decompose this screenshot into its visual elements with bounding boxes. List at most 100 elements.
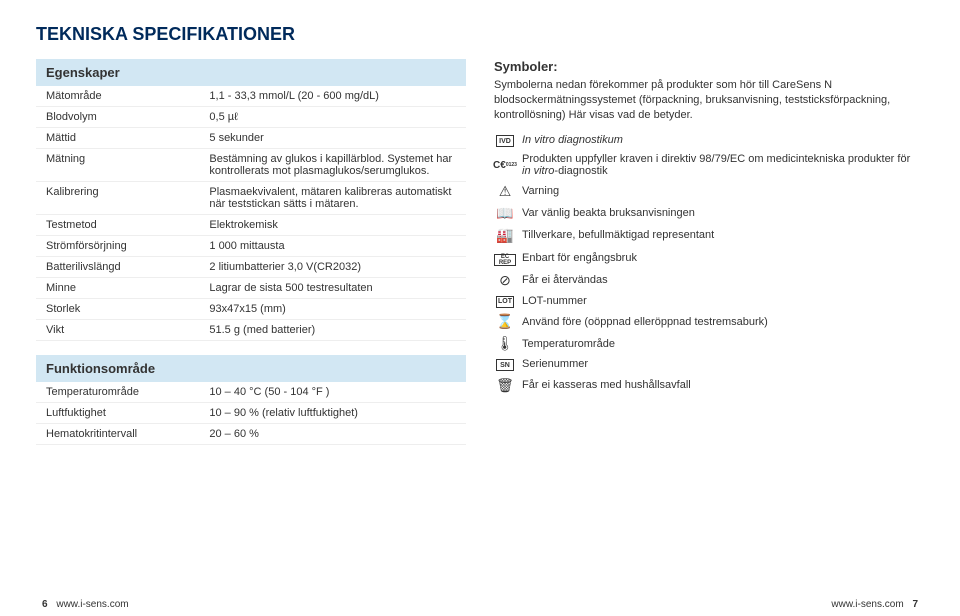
symbol-icon-cell: IVD <box>494 131 522 151</box>
symbol-icon-cell: 📖 <box>494 202 522 224</box>
table-row: SN Serienummer <box>494 355 924 375</box>
table-row: MinneLagrar de sista 500 testresultaten <box>36 278 466 299</box>
symbol-text: In vitro diagnostikum <box>522 131 924 151</box>
symbol-text: Produkten uppfyller kraven i direktiv 98… <box>522 150 924 180</box>
symbol-icon-cell: ⊘ <box>494 269 522 291</box>
spec-value: Elektrokemisk <box>199 215 466 236</box>
footer: 6 www.i-sens.com www.i-sens.com 7 <box>0 593 960 616</box>
spec-key: Temperaturområde <box>36 382 199 403</box>
page: TEKNISKA SPECIFIKATIONER Egenskaper Mäto… <box>0 0 960 616</box>
right-column: Symboler: Symbolerna nedan förekommer på… <box>494 59 924 604</box>
spec-key: Blodvolym <box>36 107 199 128</box>
spec-value: 1 000 mittausta <box>199 236 466 257</box>
symbol-icon-cell: C€0123 <box>494 150 522 180</box>
table-symbols: IVD In vitro diagnostikum C€0123 Produkten … <box>494 131 924 397</box>
spec-key: Luftfuktighet <box>36 403 199 424</box>
spec-key: Hematokritintervall <box>36 424 199 445</box>
page-title: TEKNISKA SPECIFIKATIONER <box>36 24 924 45</box>
symbol-text: LOT-nummer <box>522 291 924 311</box>
symbol-text: Använd före (oöppnad elleröppnad testrem… <box>522 311 924 333</box>
spec-value: Bestämning av glukos i kapillärblod. Sys… <box>199 149 466 182</box>
section-egenskaper-label: Egenskaper <box>36 59 466 86</box>
footer-left-page: 6 <box>42 599 48 610</box>
footer-right-page: 7 <box>912 599 918 610</box>
spec-value: 51.5 g (med batterier) <box>199 320 466 341</box>
ec-rep-icon: EC REP <box>494 254 516 266</box>
footer-left: 6 www.i-sens.com <box>36 599 129 610</box>
table-row: Strömförsörjning1 000 mittausta <box>36 236 466 257</box>
table-row: Mättid5 sekunder <box>36 128 466 149</box>
sn-icon: SN <box>496 359 514 371</box>
spec-key: Mättid <box>36 128 199 149</box>
symbol-icon-cell: ⌛ <box>494 311 522 333</box>
mfr-icon: 🏭 <box>496 227 514 243</box>
table-row: LOT LOT-nummer <box>494 291 924 311</box>
table-row: Blodvolym0,5 µℓ <box>36 107 466 128</box>
spec-value: Plasmaekvivalent, mätaren kalibreras aut… <box>199 182 466 215</box>
symbol-icon-cell: 🏭 <box>494 224 522 246</box>
table-row: TestmetodElektrokemisk <box>36 215 466 236</box>
table-row: C€0123 Produkten uppfyller kraven i direk… <box>494 150 924 180</box>
spec-value: 20 – 60 % <box>199 424 466 445</box>
ivd-icon: IVD <box>496 135 514 147</box>
left-column: Egenskaper Mätområde1,1 - 33,3 mmol/L (2… <box>36 59 466 604</box>
symbol-icon-cell: EC REP <box>494 246 522 269</box>
table-funktion: Temperaturområde10 – 40 °C (50 - 104 °F … <box>36 382 466 445</box>
symbol-icon-cell: 🌡 <box>494 333 522 355</box>
spec-key: Minne <box>36 278 199 299</box>
spec-value: 93x47x15 (mm) <box>199 299 466 320</box>
temp-icon: 🌡 <box>496 336 514 352</box>
table-row: Mätområde1,1 - 33,3 mmol/L (20 - 600 mg/… <box>36 86 466 107</box>
warn-icon: ⚠ <box>496 183 514 199</box>
spec-key: Vikt <box>36 320 199 341</box>
table-row: 📖 Var vänlig beakta bruksanvisningen <box>494 202 924 224</box>
nowaste-icon: 🗑 <box>496 377 514 393</box>
spec-value: 2 litiumbatterier 3,0 V(CR2032) <box>199 257 466 278</box>
symbol-icon-cell: SN <box>494 355 522 375</box>
table-row: Luftfuktighet10 – 90 % (relativ luftfukt… <box>36 403 466 424</box>
spec-key: Testmetod <box>36 215 199 236</box>
table-row: EC REP Enbart för engångsbruk <box>494 246 924 269</box>
table-row: Storlek93x47x15 (mm) <box>36 299 466 320</box>
table-row: ⊘Får ei återvändas <box>494 269 924 291</box>
footer-right-url: www.i-sens.com <box>831 599 903 610</box>
table-egenskaper: Mätområde1,1 - 33,3 mmol/L (20 - 600 mg/… <box>36 86 466 341</box>
symbol-text: Får ei kasseras med hushållsavfall <box>522 374 924 396</box>
lot-icon: LOT <box>496 296 514 308</box>
spec-value: 10 – 90 % (relativ luftfuktighet) <box>199 403 466 424</box>
table-row: IVD In vitro diagnostikum <box>494 131 924 151</box>
table-row: Batterilivslängd2 litiumbatterier 3,0 V(… <box>36 257 466 278</box>
symbol-icon-cell: LOT <box>494 291 522 311</box>
symbol-icon-cell: ⚠ <box>494 180 522 202</box>
spec-value: 5 sekunder <box>199 128 466 149</box>
symbol-text: Enbart för engångsbruk <box>522 246 924 269</box>
symbol-text: Var vänlig beakta bruksanvisningen <box>522 202 924 224</box>
symbol-text: Serienummer <box>522 355 924 375</box>
section-funktion-label: Funktionsområde <box>36 355 466 382</box>
table-row: Hematokritintervall20 – 60 % <box>36 424 466 445</box>
content: Egenskaper Mätområde1,1 - 33,3 mmol/L (2… <box>36 59 924 604</box>
spec-key: Strömförsörjning <box>36 236 199 257</box>
symbols-title: Symboler: <box>494 59 924 74</box>
useby-icon: ⌛ <box>496 314 514 330</box>
ifu-icon: 📖 <box>496 205 514 221</box>
table-row: 🗑 Får ei kasseras med hushållsavfall <box>494 374 924 396</box>
symbol-text: Varning <box>522 180 924 202</box>
spec-key: Batterilivslängd <box>36 257 199 278</box>
table-row: Vikt51.5 g (med batterier) <box>36 320 466 341</box>
table-row: Temperaturområde10 – 40 °C (50 - 104 °F … <box>36 382 466 403</box>
spec-key: Mätområde <box>36 86 199 107</box>
symbol-text: Får ei återvändas <box>522 269 924 291</box>
ce-mark-icon: C€0123 <box>496 157 514 173</box>
table-row: KalibreringPlasmaekvivalent, mätaren kal… <box>36 182 466 215</box>
spec-key: Mätning <box>36 149 199 182</box>
table-row: ⌛ Använd före (oöppnad elleröppnad testre… <box>494 311 924 333</box>
symbol-text: Tillverkare, befullmäktigad representant <box>522 224 924 246</box>
table-row: 🏭 Tillverkare, befullmäktigad representan… <box>494 224 924 246</box>
footer-right: www.i-sens.com 7 <box>831 599 924 610</box>
spec-value: 0,5 µℓ <box>199 107 466 128</box>
symbol-text: Temperaturområde <box>522 333 924 355</box>
spec-value: 10 – 40 °C (50 - 104 °F ) <box>199 382 466 403</box>
table-row: MätningBestämning av glukos i kapillärbl… <box>36 149 466 182</box>
table-row: ⚠ Varning <box>494 180 924 202</box>
